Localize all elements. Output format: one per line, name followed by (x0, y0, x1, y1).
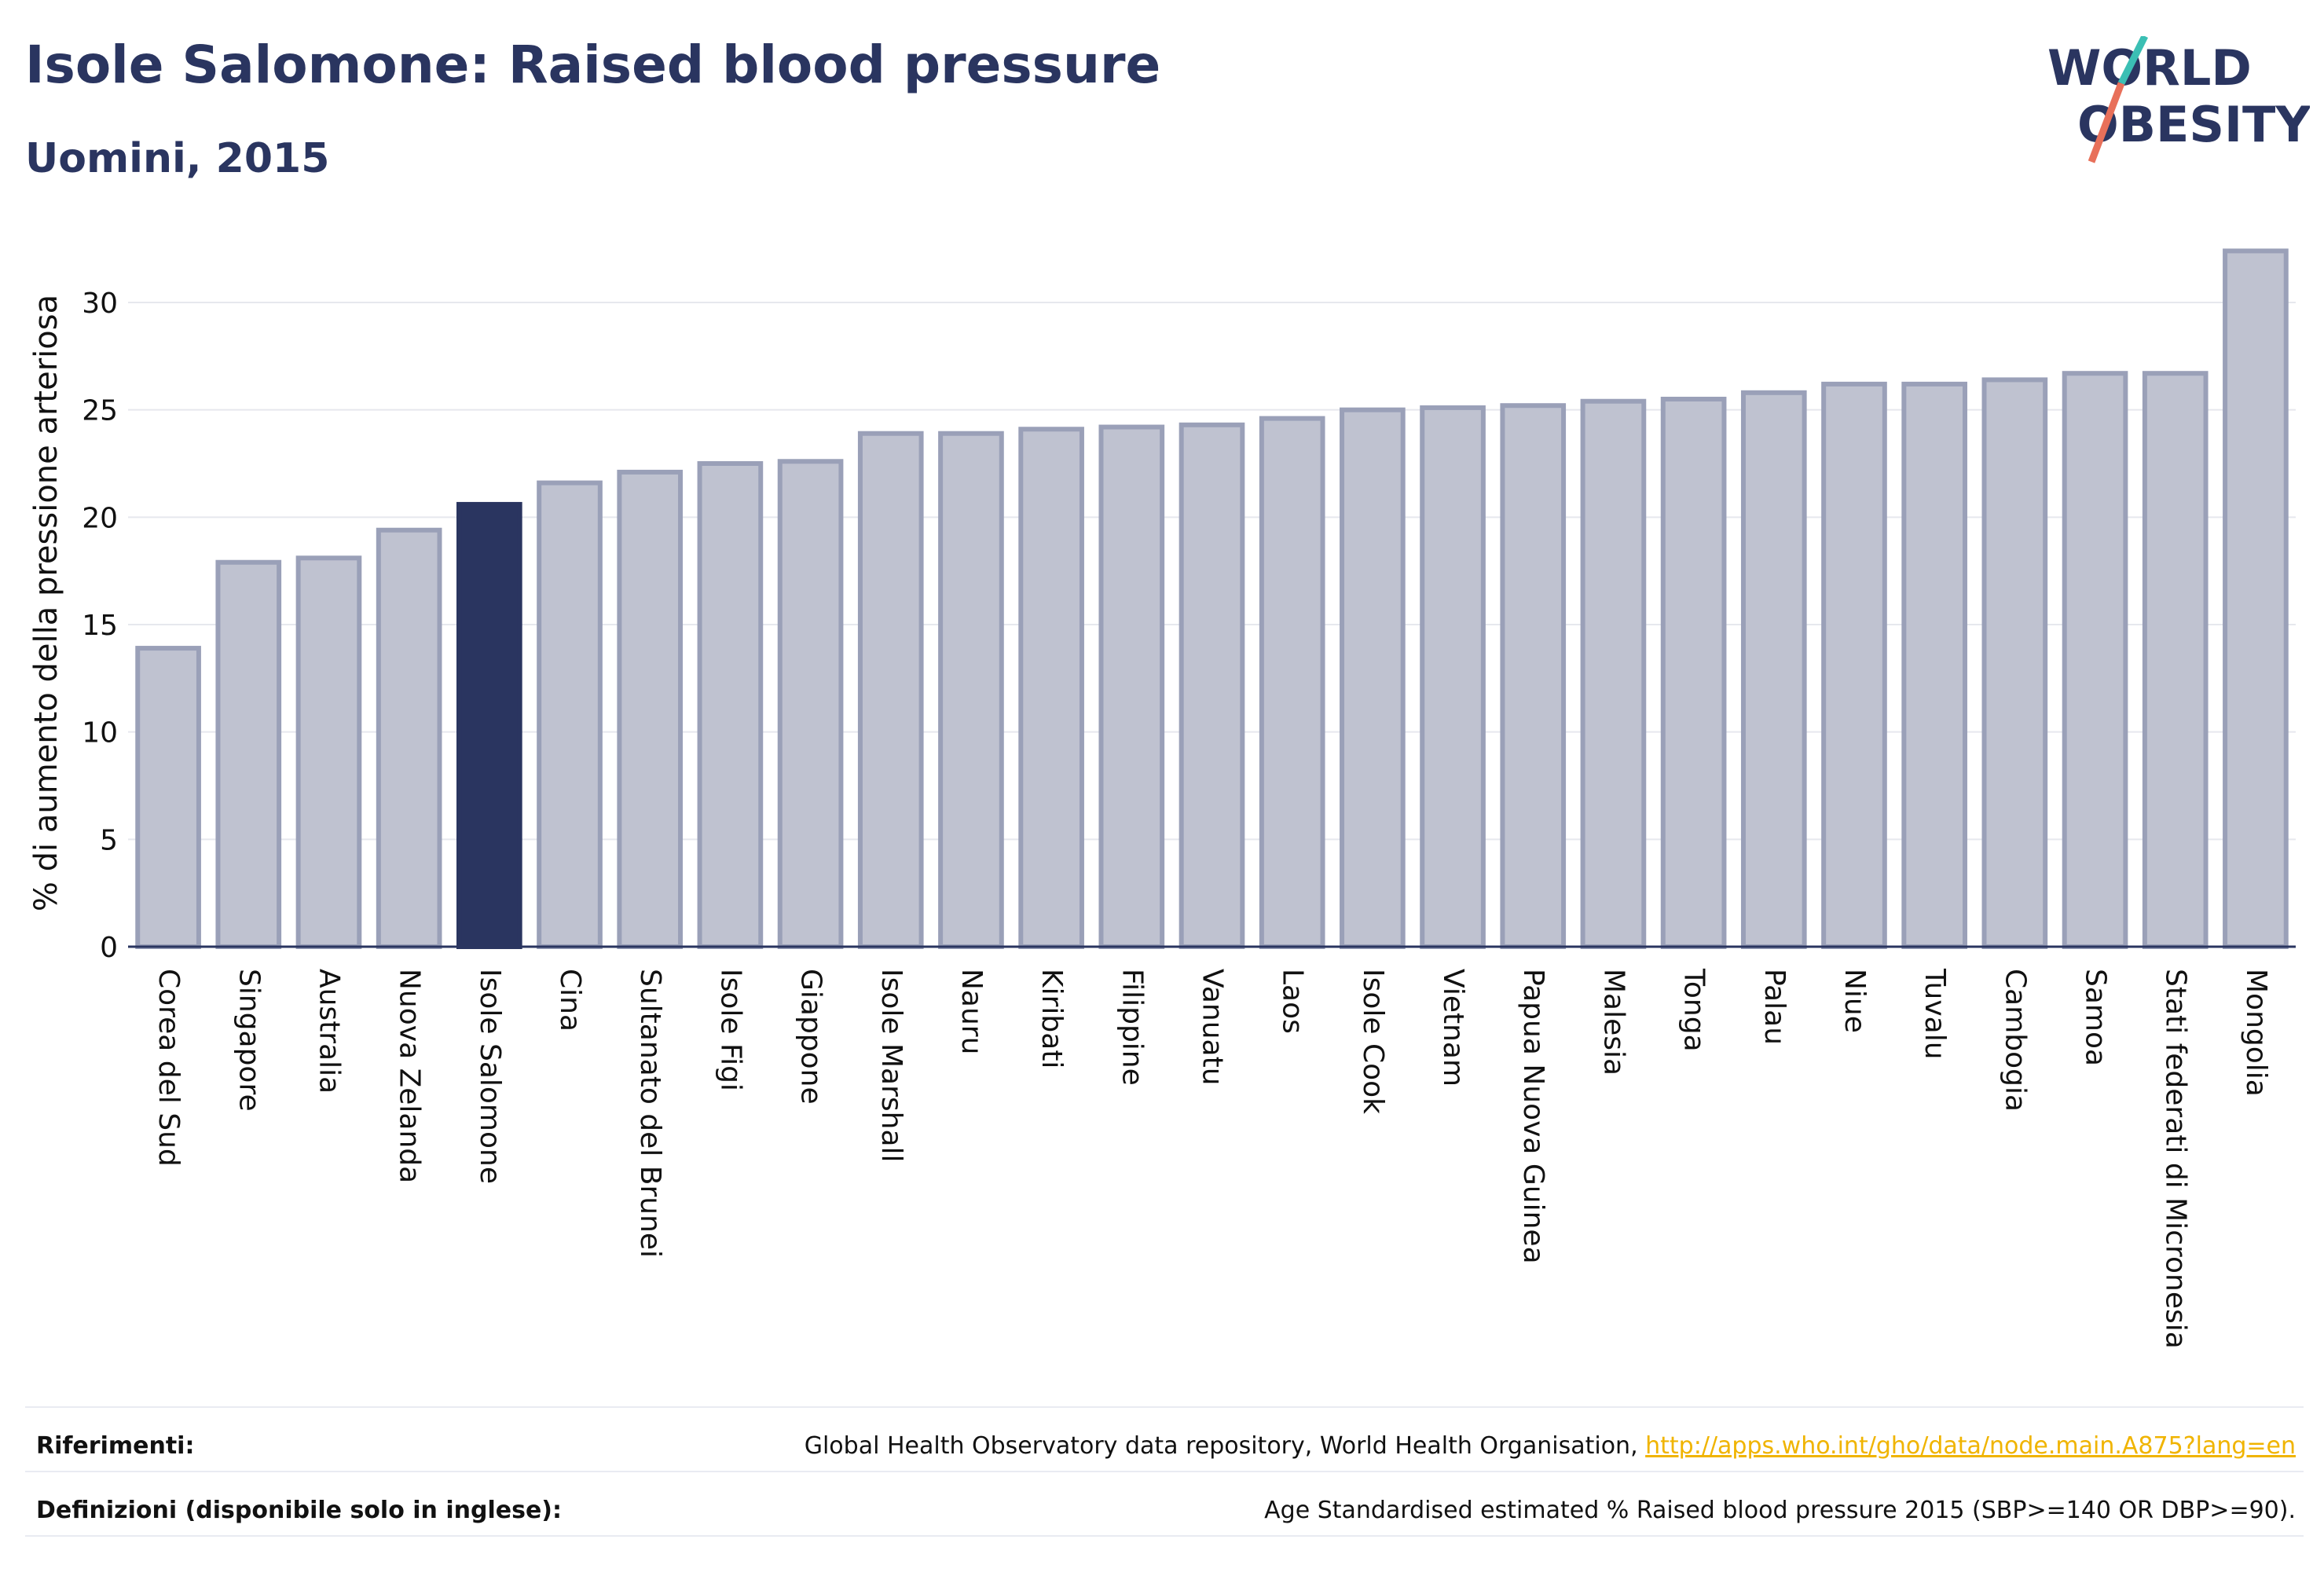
x-tick-label: Malesia (1597, 969, 1629, 1076)
x-tick-label: Mongolia (2240, 969, 2272, 1097)
bar-highlighted (456, 501, 522, 949)
x-tick-label: Australia (313, 969, 345, 1094)
references-label: Riferimenti: (36, 1431, 195, 1460)
references-value: Global Health Observatory data repositor… (805, 1432, 2296, 1460)
bar (777, 459, 844, 949)
x-tick-label: Giappone (795, 969, 827, 1105)
chart-subtitle: Uomini, 2015 (25, 135, 330, 182)
bar (1420, 405, 1486, 949)
x-tick-label: Singapore (233, 969, 265, 1112)
bar (617, 469, 684, 949)
bar (1660, 397, 1727, 949)
bar (938, 431, 1004, 949)
bar (1340, 407, 1406, 949)
x-tick-label: Palau (1758, 969, 1791, 1045)
references-row: Riferimenti: Global Health Observatory d… (36, 1424, 2296, 1468)
bar (1580, 398, 1647, 949)
definitions-row: Definizioni (disponibile solo in inglese… (36, 1488, 2296, 1532)
bar (1901, 381, 1967, 950)
y-tick-label: 30 (82, 288, 118, 320)
x-tick-label: Nauru (955, 969, 988, 1054)
y-tick-label: 0 (100, 932, 118, 964)
x-tick-label: Nuova Zelanda (394, 969, 426, 1183)
x-tick-label: Tuvalu (1919, 968, 1951, 1060)
bar (1098, 424, 1165, 949)
x-tick-label: Isole Cook (1357, 969, 1389, 1114)
x-tick-label: Vietnam (1437, 969, 1469, 1087)
y-tick-label: 15 (82, 610, 118, 642)
x-tick-label: Vanuatu (1197, 969, 1229, 1086)
bar (857, 431, 924, 949)
bar (2062, 371, 2128, 949)
bar (537, 480, 603, 949)
x-tick-label: Sultanato del Brunei (634, 969, 666, 1258)
y-tick-label: 10 (82, 717, 118, 750)
bar (697, 461, 764, 949)
logo-slash-coral (2088, 82, 2125, 163)
world-obesity-logo: WORLD OBESITY (2043, 34, 2311, 170)
bar (1500, 403, 1567, 949)
definitions-value: Age Standardised estimated % Raised bloo… (1264, 1496, 2296, 1524)
definitions-label: Definizioni (disponibile solo in inglese… (36, 1496, 562, 1524)
x-tick-label: Cambogia (1999, 969, 2031, 1112)
x-tick-label: Isole Marshall (875, 969, 907, 1163)
bar (376, 527, 442, 949)
x-tick-label: Papua Nuova Guinea (1517, 969, 1549, 1264)
bar (215, 559, 282, 949)
chart-title: Isole Salomone: Raised blood pressure (25, 35, 1161, 95)
y-tick-label: 20 (82, 502, 118, 534)
bar (2223, 248, 2289, 949)
references-text: Global Health Observatory data repositor… (804, 1431, 1646, 1460)
bars (135, 248, 2289, 950)
x-tick-label: Cina (554, 969, 586, 1032)
bar (295, 555, 362, 949)
bar (1821, 381, 1887, 950)
x-tick-label: Samoa (2080, 969, 2112, 1066)
x-tick-label: Isole Figi (714, 969, 746, 1091)
y-tick-label: 25 (82, 395, 118, 427)
footer-divider-bottom (25, 1535, 2304, 1537)
footer-divider-mid (25, 1471, 2304, 1472)
bar (1981, 377, 2048, 949)
bar-chart: 0 5 10 15 20 25 30 Corea del Sud Singapore Austr… (28, 248, 2296, 1349)
references-link[interactable]: http://apps.who.int/gho/data/node.main.A… (1645, 1431, 2296, 1460)
x-tick-label: Isole Salomone (474, 969, 506, 1184)
y-axis-label: % di aumento della pressione arteriosa (28, 295, 64, 911)
bar (1740, 390, 1807, 949)
footer-divider-top (25, 1406, 2304, 1408)
bar (1018, 427, 1084, 949)
bar (1178, 422, 1245, 949)
logo-slash-teal (2117, 34, 2149, 86)
x-tick-label: Laos (1277, 969, 1309, 1034)
x-tick-label: Filippine (1116, 969, 1148, 1086)
logo-text-world: WORLD (2047, 39, 2252, 97)
x-tick-label: Corea del Sud (152, 969, 185, 1167)
y-tick-label: 5 (100, 824, 118, 856)
bar (135, 646, 201, 949)
x-tick-label: Kiribati (1036, 969, 1068, 1068)
x-tick-label: Stati federati di Micronesia (2160, 969, 2192, 1349)
bar (1259, 416, 1325, 949)
y-axis-ticks: 0 5 10 15 20 25 30 (82, 288, 118, 964)
x-tick-label: Niue (1838, 969, 1871, 1033)
x-axis-labels: Corea del Sud Singapore Australia Nuova Zel… (152, 968, 2272, 1349)
x-tick-label: Tonga (1678, 968, 1710, 1052)
bar (2142, 371, 2209, 949)
